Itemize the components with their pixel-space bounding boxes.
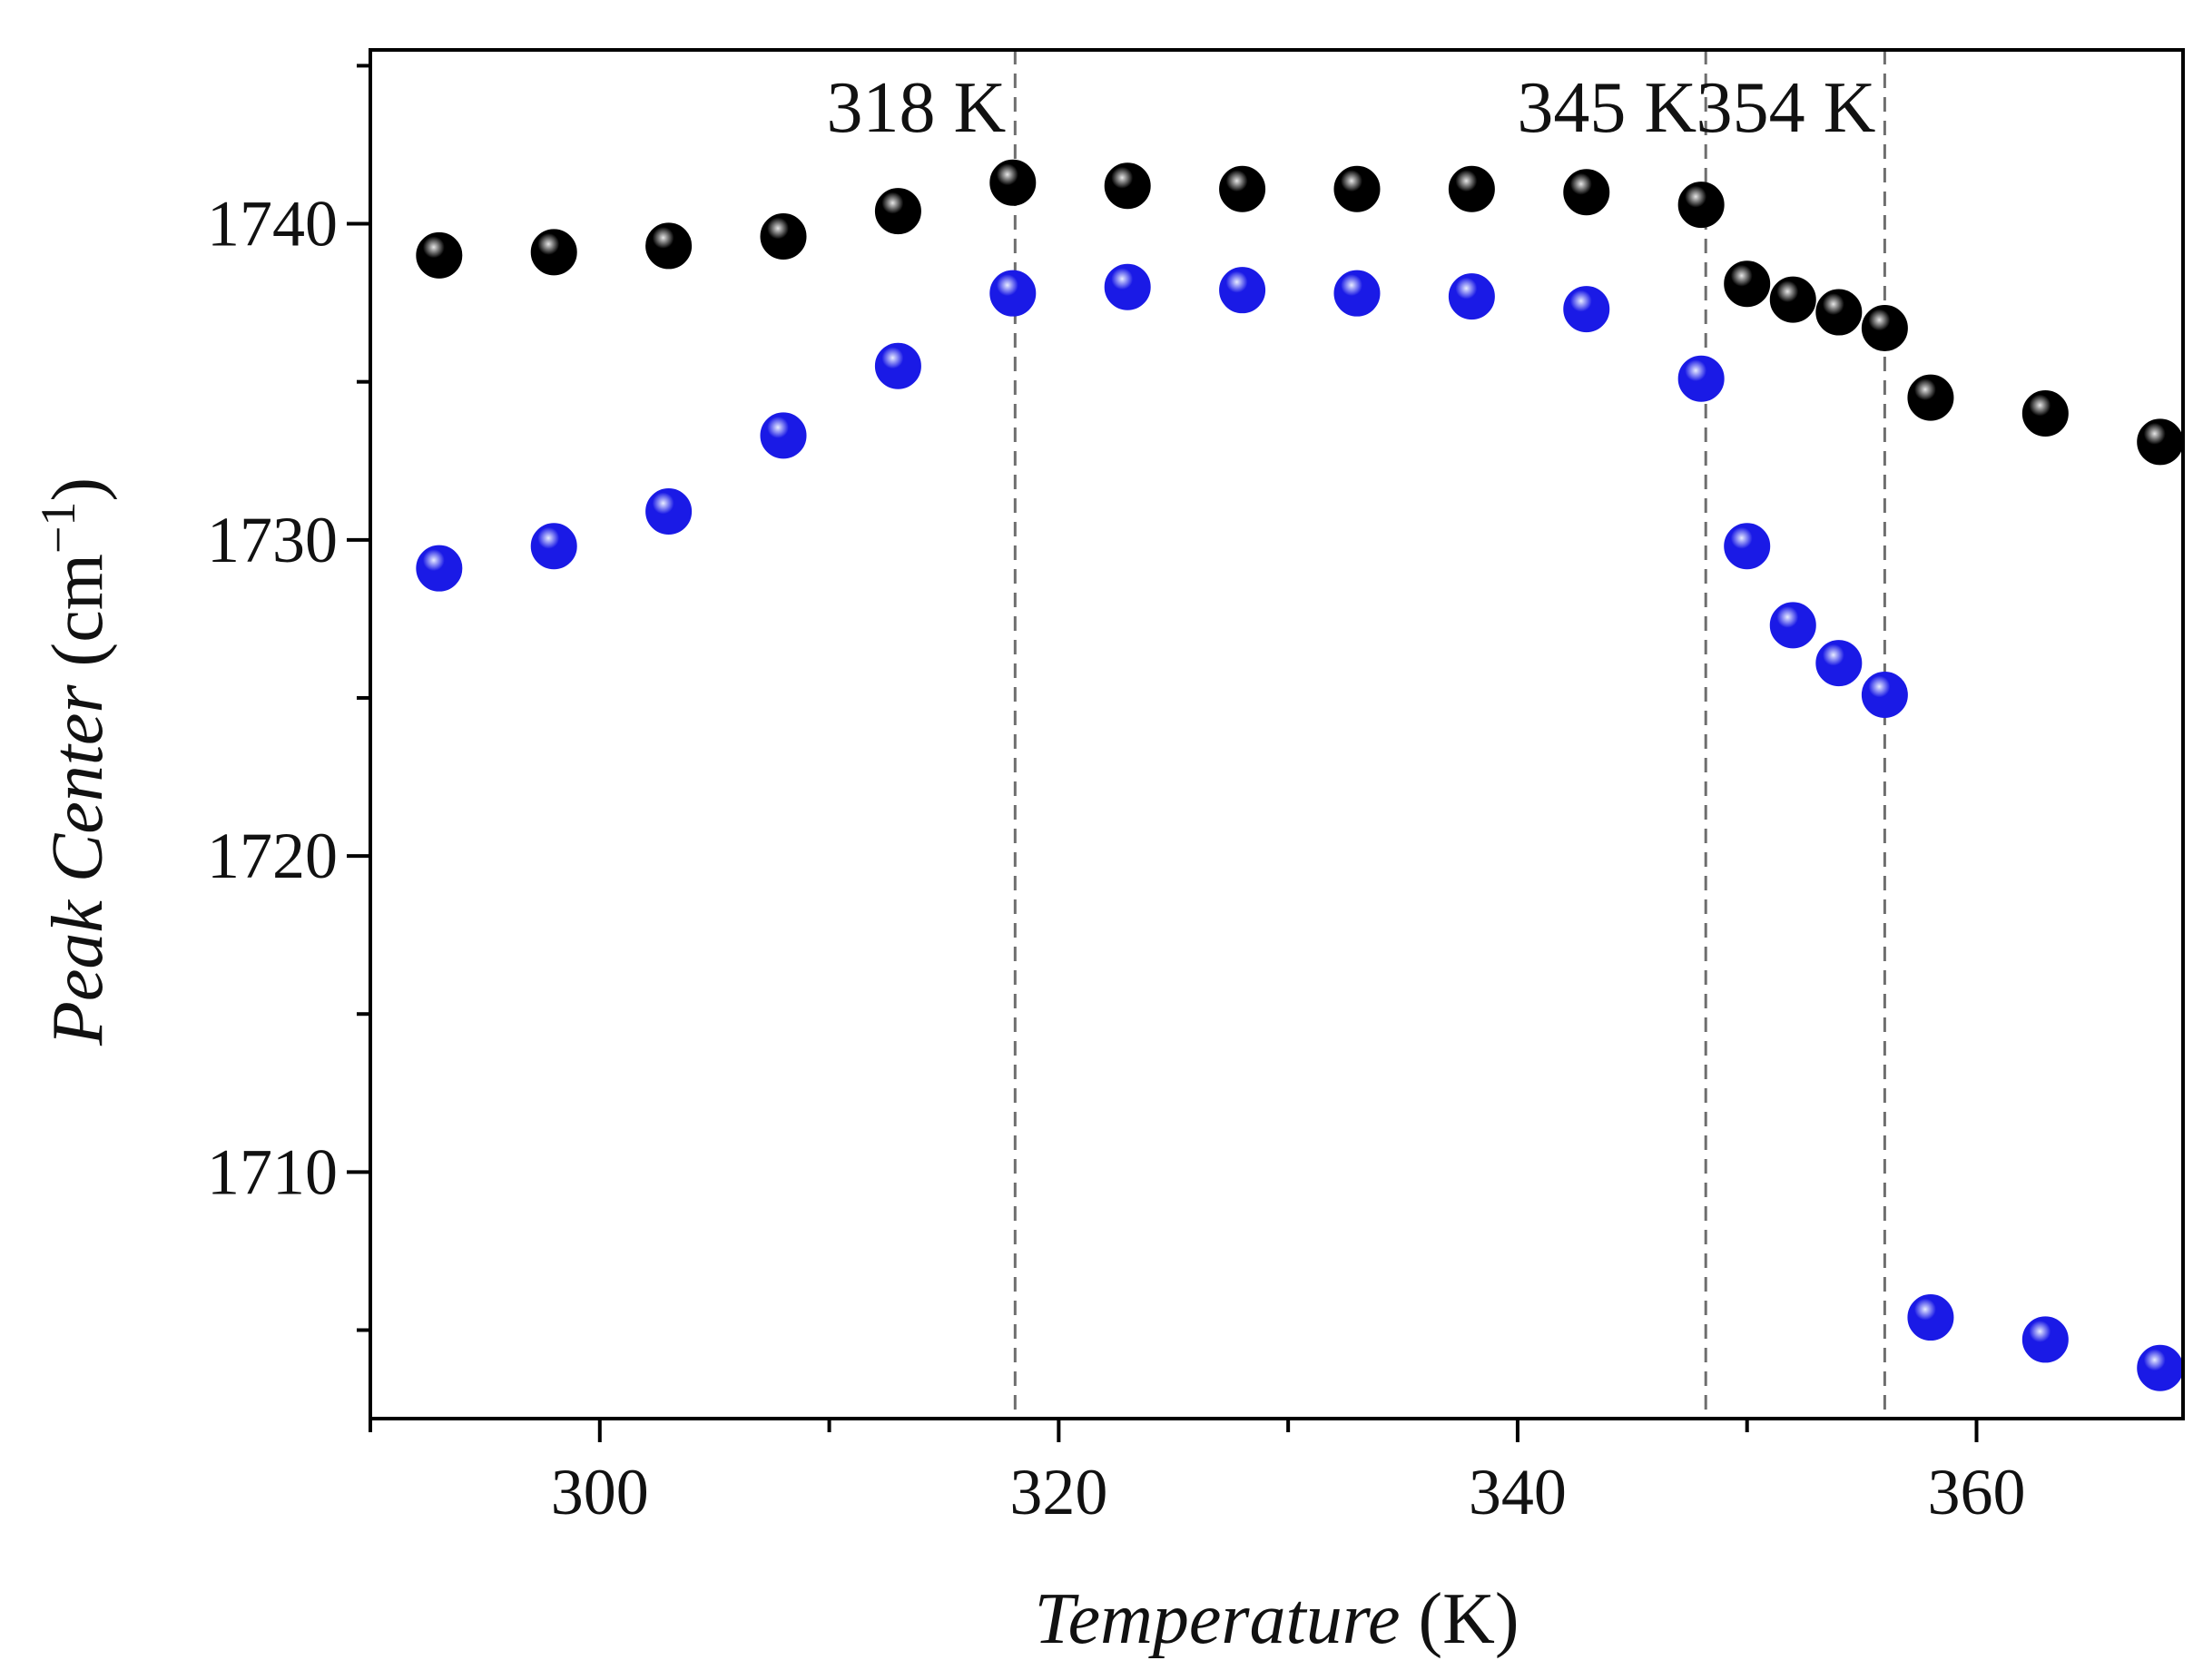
x-axis-title: Temperature (K) — [1034, 1579, 1519, 1659]
data-point — [1219, 267, 1266, 314]
tick-labels: 300 320 340 360 1710 1720 1730 1740 — [207, 188, 2025, 1528]
data-point — [1563, 286, 1610, 333]
data-point — [1861, 304, 1908, 351]
x-axis-title-italic: Temperature — [1034, 1579, 1400, 1659]
data-point — [2137, 1344, 2184, 1391]
x-tick-label: 360 — [1927, 1456, 2025, 1528]
data-point — [2137, 418, 2184, 466]
reference-lines — [1013, 50, 1886, 1419]
y-axis-title-superscript: −1 — [31, 502, 85, 554]
y-tick-label: 1710 — [207, 1135, 338, 1208]
data-point — [1769, 276, 1816, 323]
y-axis-title-italic: Peak Center — [38, 684, 118, 1046]
x-tick-label: 320 — [1009, 1456, 1107, 1528]
axis-ticks — [347, 64, 1979, 1442]
data-point — [1815, 640, 1863, 687]
data-point — [760, 412, 807, 459]
data-point — [1448, 165, 1495, 212]
data-point — [989, 159, 1037, 206]
reference-line-label: 345 K — [1517, 68, 1697, 148]
data-point — [1907, 1294, 1954, 1341]
data-point — [530, 229, 577, 276]
data-point — [645, 222, 693, 270]
data-point — [1333, 270, 1381, 317]
data-point — [1104, 263, 1151, 310]
x-tick-label: 300 — [551, 1456, 649, 1528]
y-tick-label: 1730 — [207, 504, 338, 576]
data-point — [760, 212, 807, 260]
data-point — [1861, 671, 1908, 718]
data-point — [2021, 1316, 2069, 1363]
data-point — [1448, 273, 1495, 320]
y-axis-title-close: ) — [38, 477, 118, 502]
reference-line-label: 318 K — [827, 68, 1007, 148]
data-point — [1907, 374, 1954, 421]
data-point — [874, 188, 921, 235]
data-point — [1724, 523, 1771, 570]
y-tick-label: 1740 — [207, 188, 338, 260]
data-point — [1333, 165, 1381, 212]
x-axis-title-unit: (K) — [1400, 1579, 1519, 1659]
data-point — [1219, 165, 1266, 212]
annotations: 318 K 345 K 354 K — [827, 68, 1876, 148]
plot-frame — [369, 48, 2185, 1420]
data-point — [1724, 260, 1771, 308]
reference-line-label: 354 K — [1697, 68, 1876, 148]
data-markers — [416, 159, 2184, 1391]
data-point — [1104, 162, 1151, 210]
y-tick-label: 1720 — [207, 820, 338, 892]
data-point — [645, 487, 693, 535]
data-point — [989, 270, 1037, 317]
data-point — [530, 523, 577, 570]
data-point — [1815, 289, 1863, 336]
x-tick-label: 340 — [1469, 1456, 1567, 1528]
data-point — [1677, 182, 1725, 229]
data-point — [874, 342, 921, 389]
data-point — [1677, 355, 1725, 402]
data-point — [2021, 390, 2069, 437]
y-axis-title-unit: (cm — [38, 554, 118, 684]
data-point — [1563, 169, 1610, 216]
y-axis-title: Peak Center (cm−1) — [31, 477, 118, 1046]
data-point — [416, 545, 463, 592]
data-point — [416, 231, 463, 279]
data-point — [1769, 602, 1816, 649]
